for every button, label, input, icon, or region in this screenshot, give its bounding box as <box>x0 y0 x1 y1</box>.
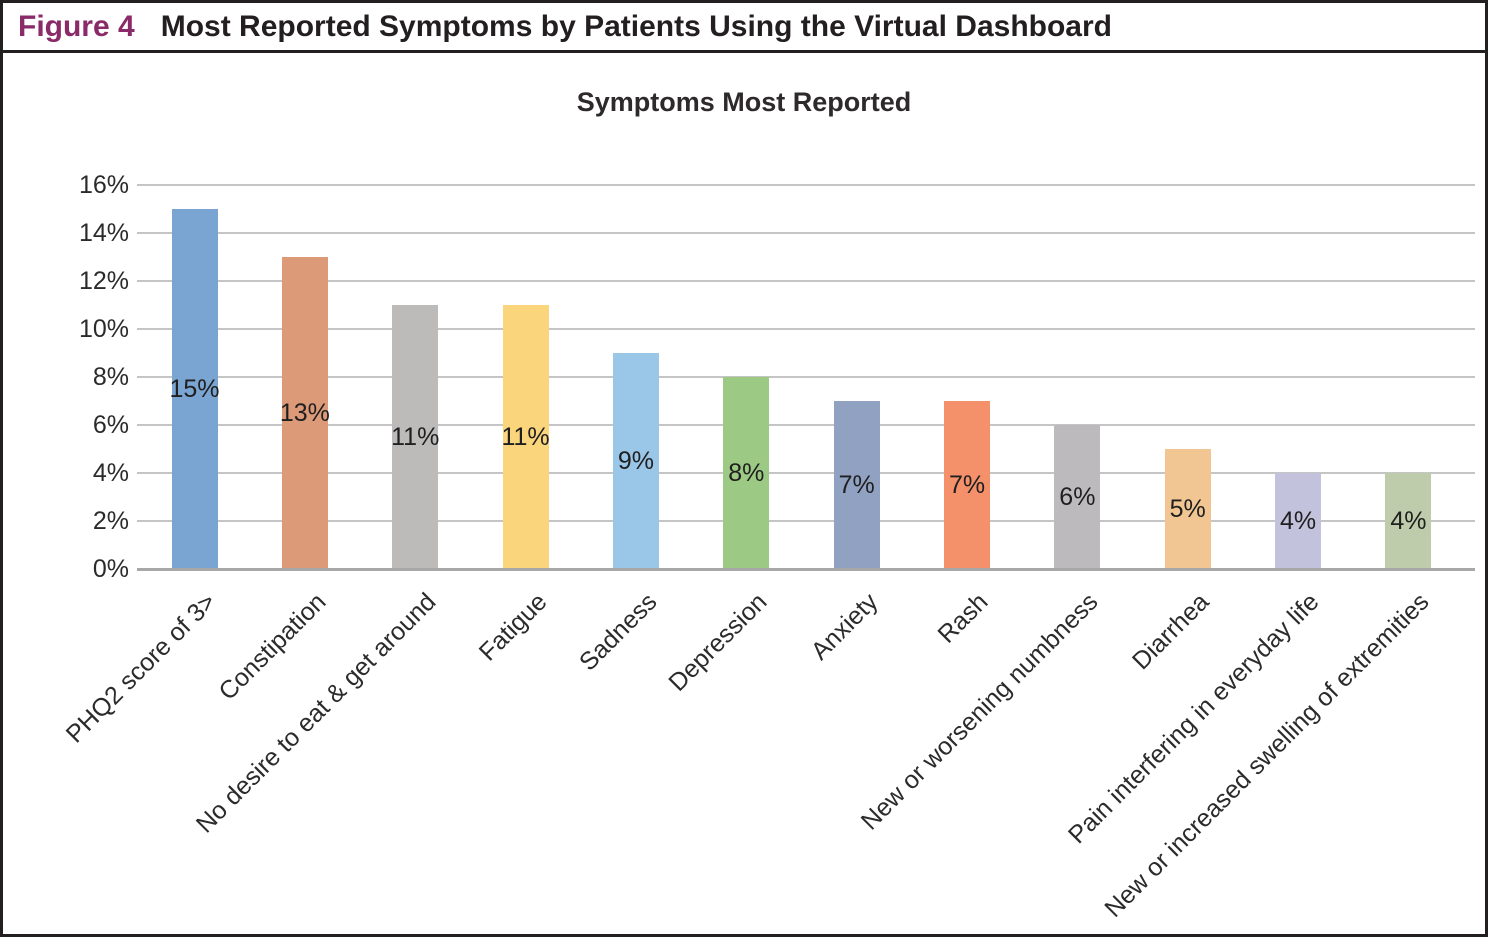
bar-no-desire-to-eat-get-around <box>392 305 439 569</box>
bar-pain-interfering-in-everyday-life <box>1275 473 1322 569</box>
y-axis-tick-label: 6% <box>92 411 129 439</box>
bar-value-label: 6% <box>1059 483 1096 511</box>
bar-constipation <box>281 257 328 569</box>
y-axis-tick-label: 0% <box>92 555 129 583</box>
gridline-10% <box>137 328 1475 330</box>
x-axis-baseline <box>137 568 1475 571</box>
gridline-6% <box>137 424 1475 426</box>
bar-phq2-score-of-3 <box>171 209 218 569</box>
gridline-14% <box>137 232 1475 234</box>
bar-value-label: 4% <box>1280 507 1317 535</box>
figure-title: Most Reported Symptoms by Patients Using… <box>160 9 1112 43</box>
y-axis-tick-label: 16% <box>78 171 129 199</box>
y-axis-tick-label: 12% <box>78 267 129 295</box>
bar-value-label: 13% <box>279 399 330 427</box>
bar-value-label: 11% <box>391 423 440 451</box>
bar-depression <box>723 377 770 569</box>
bar-diarrhea <box>1164 449 1211 569</box>
bar-value-label: 7% <box>838 471 875 499</box>
bar-value-label: 7% <box>948 471 986 499</box>
gridline-8% <box>137 376 1475 378</box>
bar-fatigue <box>502 305 549 569</box>
bar-new-or-worsening-numbness <box>1054 425 1101 569</box>
y-axis-tick-label: 8% <box>92 363 129 391</box>
bar-new-or-increased-swelling-of-extremities <box>1385 473 1432 569</box>
gridline-12% <box>137 280 1475 282</box>
x-axis-category-label: New or increased swelling of extremities <box>1099 587 1435 923</box>
gridline-4% <box>137 472 1475 474</box>
bar-value-label: 5% <box>1169 495 1206 523</box>
y-axis-tick-label: 4% <box>92 459 129 487</box>
y-axis-tick-label: 10% <box>78 315 129 343</box>
bar-chart-plot-area: 0% 2% 4% 6% 8% 10% 12% 14% 16% 15% PHQ2 score of 3… <box>3 3 1485 934</box>
bar-value-label: 11% <box>501 423 550 451</box>
gridline-16% <box>137 184 1475 186</box>
y-axis-tick-label: 14% <box>78 219 129 247</box>
y-axis-tick-label: 2% <box>92 507 129 535</box>
bar-rash <box>944 401 991 569</box>
bar-value-label: 15% <box>169 375 220 403</box>
bar-value-label: 9% <box>617 447 654 475</box>
figure-number-label: Figure 4 <box>18 9 135 43</box>
bar-anxiety <box>833 401 880 569</box>
chart-title: Symptoms Most Reported <box>576 87 912 117</box>
bar-value-label: 8% <box>728 459 765 487</box>
gridline-2% <box>137 520 1475 522</box>
bar-sadness <box>612 353 659 569</box>
bar-value-label: 4% <box>1390 507 1427 535</box>
figure-header: Figure 4 Most Reported Symptoms by Patie… <box>3 3 1485 53</box>
